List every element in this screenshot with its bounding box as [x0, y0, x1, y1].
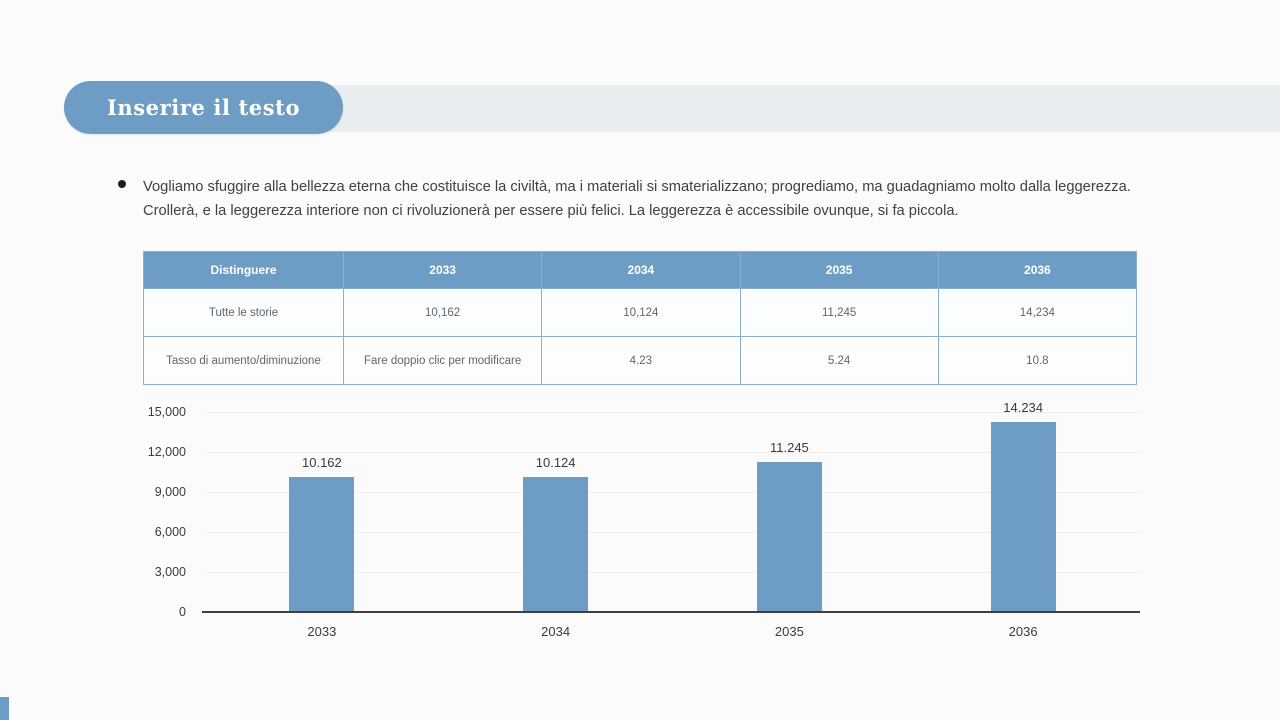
y-axis-labels: 15,000 12,000 9,000 6,000 3,000 0 [120, 405, 196, 619]
x-tick-label: 2033 [307, 624, 337, 639]
gridline [205, 532, 1140, 533]
table-cell-editable[interactable]: Fare doppio clic per modificare [342, 336, 543, 385]
table-cell: 10,124 [541, 288, 741, 337]
bar-value-label: 10.162 [301, 455, 342, 470]
bar-value-label: 14.234 [1003, 400, 1044, 415]
table-header-cell: 2036 [937, 251, 1138, 289]
table-cell: 4.23 [541, 336, 741, 385]
gridline [205, 412, 1140, 413]
bar-slot: 14.234 [906, 400, 1140, 612]
bar-2033: 10.162 [289, 455, 355, 612]
bullet-text: Vogliamo sfuggire alla bellezza eterna c… [143, 179, 1131, 219]
x-tick-label: 2034 [541, 624, 571, 639]
y-tick-label: 12,000 [147, 445, 186, 459]
table-cell: 10,162 [342, 288, 543, 337]
data-table: Distinguere 2033 2034 2035 2036 Tutte le… [143, 251, 1138, 385]
bar-value-label: 10.124 [535, 455, 576, 470]
title-pill[interactable]: Inserire il testo [64, 81, 343, 134]
bar-2034: 10.124 [523, 455, 589, 612]
table-row-label: Tasso di aumento/diminuzione [143, 336, 344, 385]
bar-slot: 10.124 [439, 412, 673, 612]
gridline [205, 492, 1140, 493]
y-tick-label: 6,000 [154, 525, 186, 539]
bar-2036: 14.234 [990, 400, 1056, 612]
bar-slot: 10.162 [205, 412, 439, 612]
gridline [205, 452, 1140, 453]
bar-chart: 10.162 10.124 11.245 14.234 [202, 400, 1140, 613]
table-cell: 5.24 [739, 336, 939, 385]
x-tick-label: 2036 [1008, 624, 1038, 639]
bullet-dot [118, 180, 126, 188]
x-axis-labels: 2033 2034 2035 2036 [205, 624, 1140, 639]
title-pill-label: Inserire il testo [106, 95, 301, 120]
y-tick-label: 15,000 [147, 405, 186, 419]
x-tick-label: 2035 [774, 624, 804, 639]
bar-value-label: 11.245 [769, 440, 809, 455]
table-cell: 10.8 [937, 336, 1138, 385]
table-header-cell: 2035 [739, 251, 939, 289]
y-tick-label: 3,000 [154, 565, 186, 579]
table-row-label: Tutte le storie [143, 288, 344, 337]
y-tick-label: 0 [179, 605, 186, 619]
gridline [205, 572, 1140, 573]
bar-slot: 11.245 [673, 412, 907, 612]
table-header-cell: 2034 [541, 251, 741, 289]
table-cell: 14,234 [937, 288, 1138, 337]
y-tick-label: 9,000 [154, 485, 186, 499]
table-header-row: Distinguere 2033 2034 2035 2036 [143, 251, 1138, 289]
table-row: Tutte le storie 10,162 10,124 11,245 14,… [143, 288, 1138, 337]
table-header-cell: Distinguere [143, 251, 344, 289]
corner-accent [0, 697, 9, 720]
table-cell: 11,245 [739, 288, 939, 337]
table-header-cell: 2033 [342, 251, 543, 289]
bar-2035: 11.245 [756, 440, 822, 612]
bar-series: 10.162 10.124 11.245 14.234 [205, 400, 1140, 612]
x-axis-line [202, 611, 1140, 613]
table-row: Tasso di aumento/diminuzione Fare doppio… [143, 336, 1138, 385]
